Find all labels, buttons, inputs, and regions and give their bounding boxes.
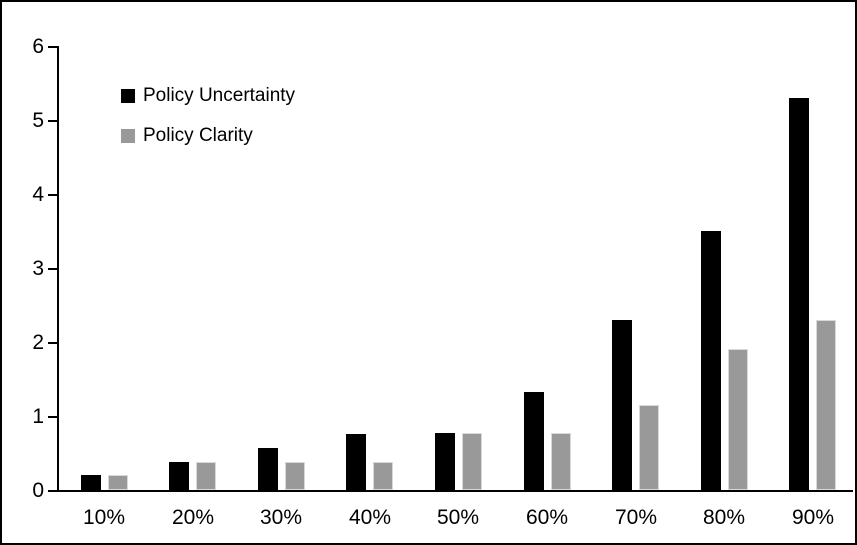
x-axis-label: 60% bbox=[525, 506, 569, 529]
y-tick-label: 4 bbox=[32, 183, 44, 206]
legend: Policy Uncertainty Policy Clarity bbox=[121, 85, 295, 165]
bar-policy-uncertainty-70% bbox=[612, 320, 632, 490]
bar-policy-uncertainty-80% bbox=[701, 231, 721, 490]
legend-label-policy-clarity: Policy Clarity bbox=[143, 125, 253, 146]
y-tick-label: 5 bbox=[32, 109, 44, 132]
x-axis-label: 50% bbox=[436, 506, 480, 529]
x-axis-label: 40% bbox=[348, 506, 392, 529]
x-axis-label: 30% bbox=[259, 506, 303, 529]
bar-policy-clarity-10% bbox=[108, 475, 128, 490]
bar-policy-uncertainty-30% bbox=[258, 448, 278, 490]
x-axis-label: 80% bbox=[702, 506, 746, 529]
bar-policy-clarity-60% bbox=[551, 433, 571, 490]
bar-policy-uncertainty-10% bbox=[81, 475, 101, 490]
y-tick bbox=[48, 268, 57, 270]
legend-swatch-policy-clarity-icon bbox=[121, 129, 135, 143]
y-tick bbox=[48, 120, 57, 122]
y-tick bbox=[48, 416, 57, 418]
y-tick bbox=[48, 194, 57, 196]
y-tick-label: 3 bbox=[32, 257, 44, 280]
x-axis-line bbox=[57, 490, 853, 492]
y-tick-label: 6 bbox=[32, 35, 44, 58]
x-axis-label: 10% bbox=[82, 506, 126, 529]
y-axis-line bbox=[57, 46, 59, 492]
x-axis-label: 90% bbox=[791, 506, 835, 529]
legend-item-policy-clarity: Policy Clarity bbox=[121, 125, 295, 147]
bar-policy-clarity-80% bbox=[728, 349, 748, 490]
bar-policy-uncertainty-60% bbox=[524, 392, 544, 490]
bar-policy-clarity-20% bbox=[196, 462, 216, 490]
bar-policy-clarity-50% bbox=[462, 433, 482, 490]
y-tick bbox=[48, 490, 57, 492]
bar-policy-clarity-30% bbox=[285, 462, 305, 490]
x-axis-label: 20% bbox=[171, 506, 215, 529]
bar-policy-clarity-70% bbox=[639, 405, 659, 490]
bar-policy-uncertainty-50% bbox=[435, 433, 455, 490]
y-tick bbox=[48, 342, 57, 344]
x-axis-label: 70% bbox=[614, 506, 658, 529]
bar-policy-uncertainty-20% bbox=[169, 462, 189, 490]
bar-policy-uncertainty-40% bbox=[346, 434, 366, 490]
legend-swatch-policy-uncertainty-icon bbox=[121, 89, 135, 103]
y-tick-label: 2 bbox=[32, 331, 44, 354]
legend-label-policy-uncertainty: Policy Uncertainty bbox=[143, 85, 296, 106]
bar-policy-clarity-40% bbox=[373, 462, 393, 490]
bar-policy-clarity-90% bbox=[816, 320, 836, 490]
y-tick-label: 1 bbox=[32, 405, 44, 428]
bar-policy-uncertainty-90% bbox=[789, 98, 809, 490]
y-tick bbox=[48, 46, 57, 48]
legend-item-policy-uncertainty: Policy Uncertainty bbox=[121, 85, 295, 107]
y-tick-label: 0 bbox=[32, 479, 44, 502]
